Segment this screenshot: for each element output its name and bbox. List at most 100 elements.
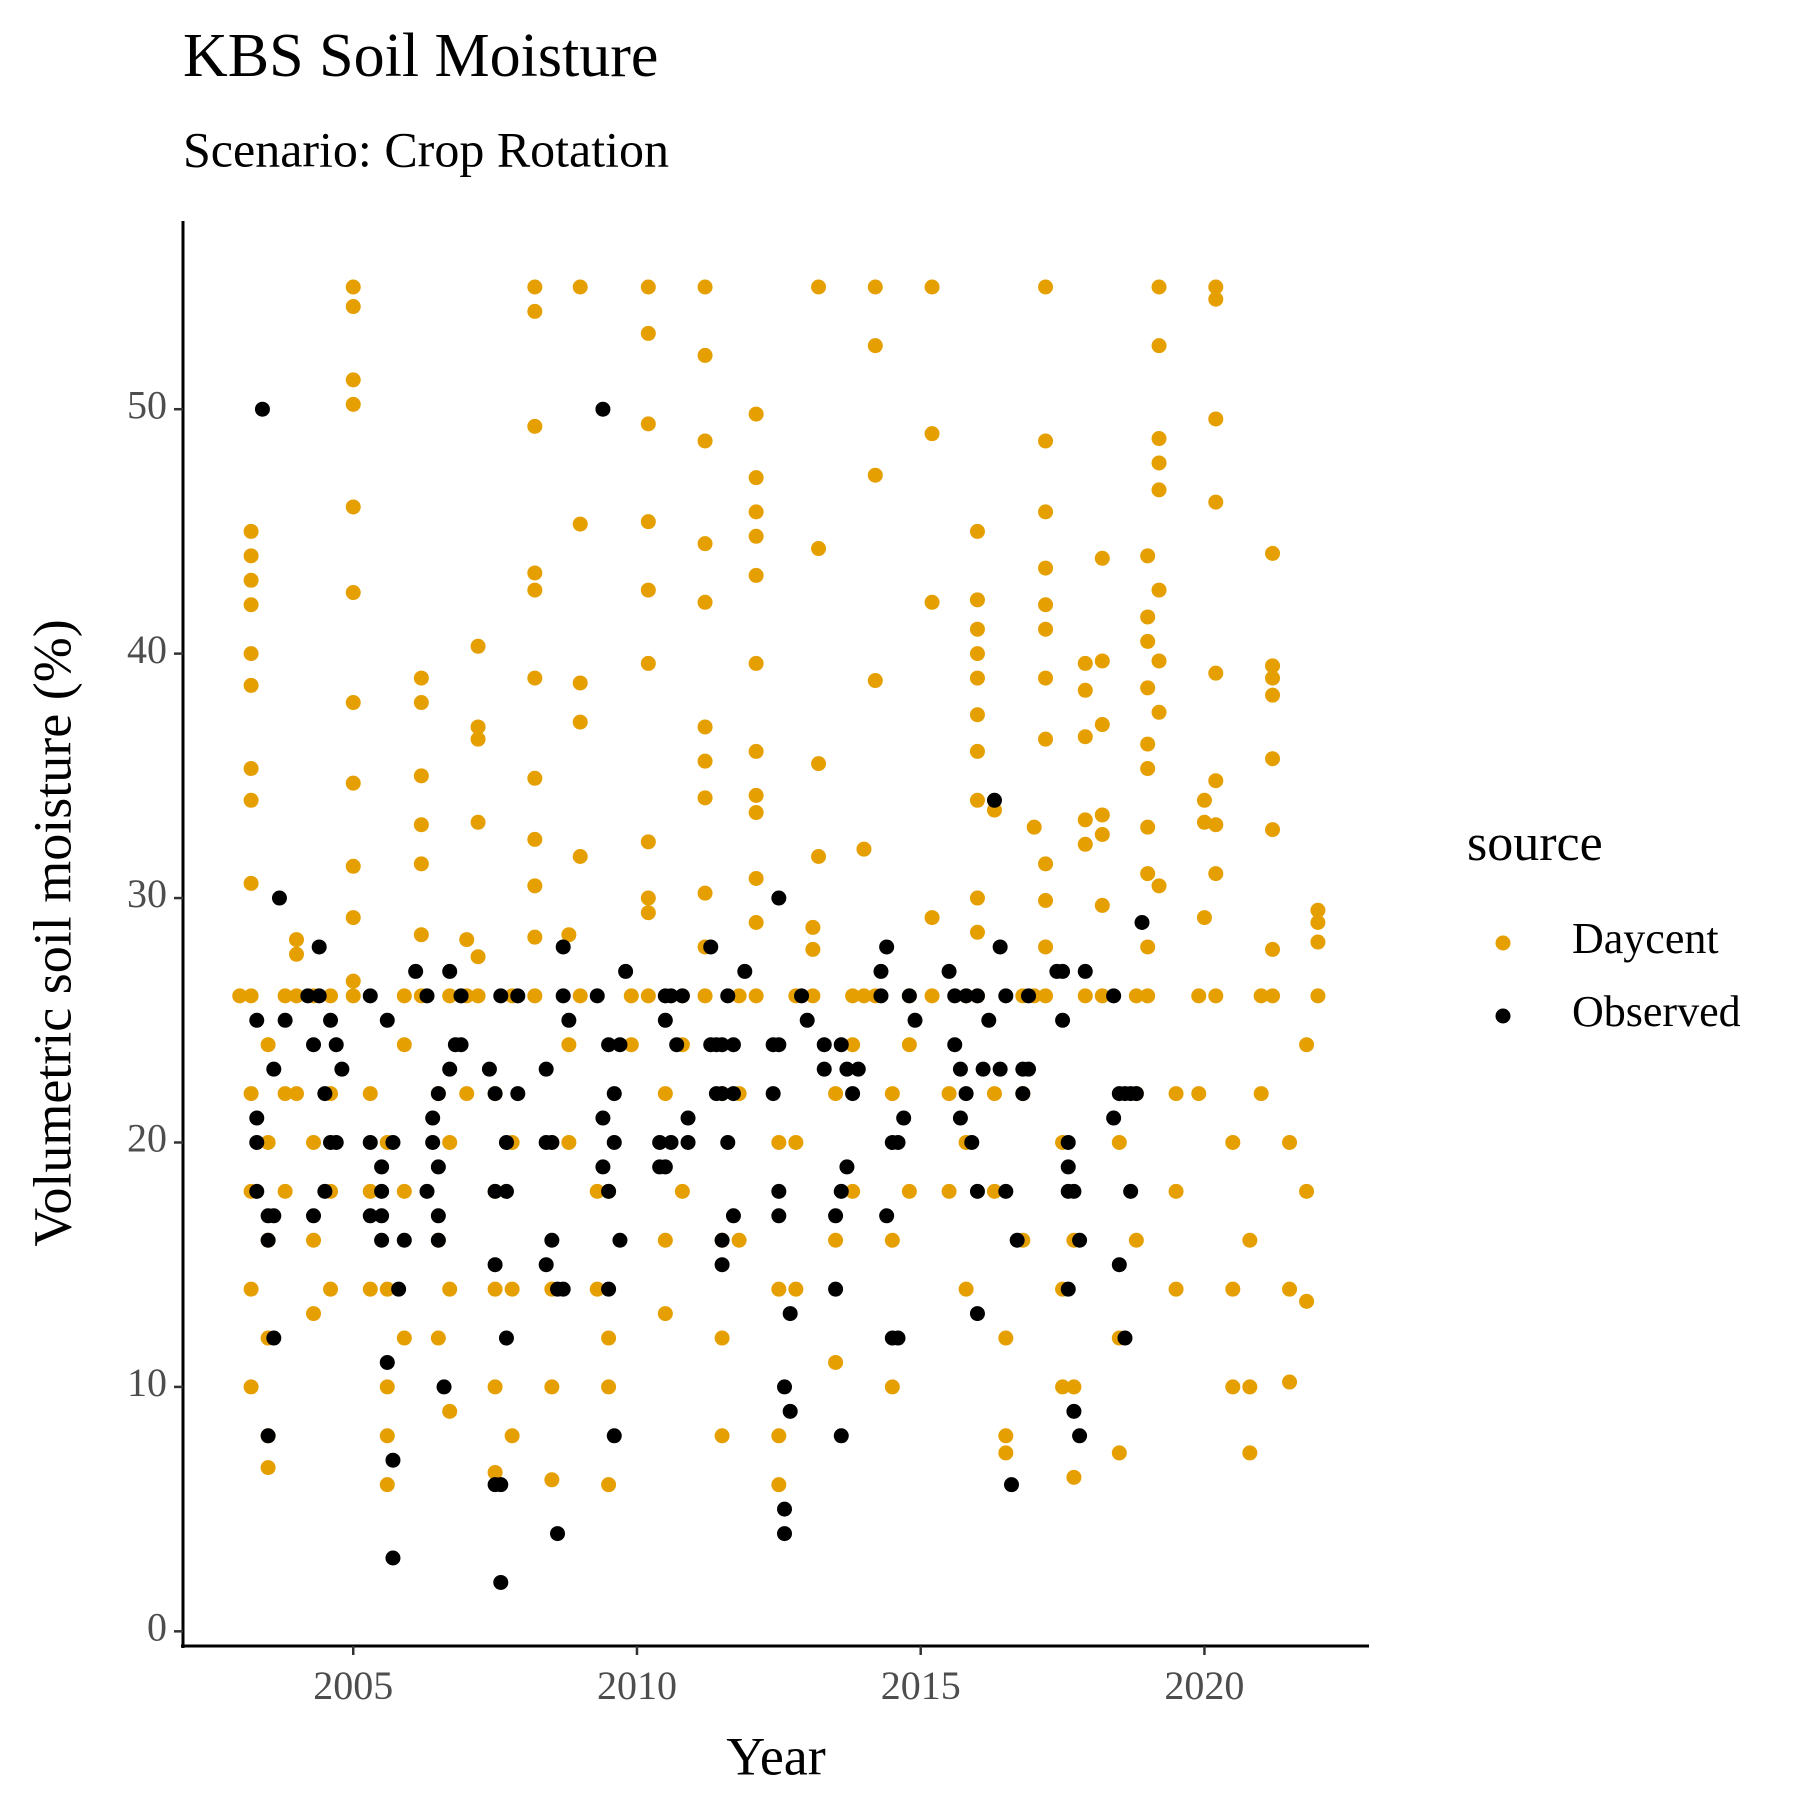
data-point xyxy=(442,1134,458,1150)
data-point xyxy=(413,856,429,872)
data-point xyxy=(924,279,940,295)
data-point xyxy=(243,988,259,1004)
data-point xyxy=(334,1061,350,1077)
data-point xyxy=(396,1330,412,1346)
data-point xyxy=(1151,455,1167,471)
data-point xyxy=(572,714,588,730)
data-point xyxy=(1038,731,1054,747)
data-point xyxy=(856,841,872,857)
y-tick-label: 50 xyxy=(127,382,167,427)
data-point xyxy=(1077,963,1093,979)
data-point xyxy=(737,963,753,979)
data-point xyxy=(561,927,577,943)
data-point xyxy=(697,347,713,363)
data-point xyxy=(1021,1061,1037,1077)
data-point xyxy=(425,1134,441,1150)
data-point xyxy=(969,707,985,723)
data-point xyxy=(1038,433,1054,449)
data-point xyxy=(969,988,985,1004)
data-point xyxy=(243,761,259,777)
data-point xyxy=(1106,1110,1122,1126)
data-point xyxy=(697,594,713,610)
data-point xyxy=(413,768,429,784)
data-point xyxy=(442,963,458,979)
data-point xyxy=(385,1550,401,1566)
data-point xyxy=(1140,761,1156,777)
data-point xyxy=(1191,1086,1207,1102)
data-point xyxy=(606,1428,622,1444)
data-point xyxy=(816,1037,832,1053)
data-point xyxy=(811,756,827,772)
data-point xyxy=(1066,1379,1082,1395)
data-point xyxy=(391,1281,407,1297)
y-tick-label: 40 xyxy=(127,627,167,672)
data-point xyxy=(1310,934,1326,950)
data-point xyxy=(924,426,940,442)
y-axis-title: Volumetric soil moisture (%) xyxy=(22,619,82,1246)
data-point xyxy=(697,885,713,901)
data-point xyxy=(1021,988,1037,1004)
data-point xyxy=(306,1134,322,1150)
data-point xyxy=(504,1428,520,1444)
data-point xyxy=(1310,915,1326,931)
data-point xyxy=(498,1330,514,1346)
data-point xyxy=(969,592,985,608)
data-point xyxy=(969,1183,985,1199)
data-point xyxy=(998,988,1014,1004)
data-point xyxy=(845,1183,861,1199)
data-point xyxy=(572,279,588,295)
data-point xyxy=(969,792,985,808)
data-point xyxy=(396,988,412,1004)
y-tick-label: 30 xyxy=(127,871,167,916)
data-point xyxy=(697,536,713,552)
data-point xyxy=(459,1086,475,1102)
data-point xyxy=(884,1379,900,1395)
data-point xyxy=(1208,866,1224,882)
data-point xyxy=(1077,682,1093,698)
data-point xyxy=(1111,1257,1127,1273)
data-point xyxy=(640,834,656,850)
data-point xyxy=(657,1159,673,1175)
legend: source Daycent Observed xyxy=(1467,815,1741,1036)
data-point xyxy=(884,1086,900,1102)
legend-title: source xyxy=(1467,815,1603,872)
data-point xyxy=(504,1281,520,1297)
data-point xyxy=(527,303,543,319)
data-point xyxy=(379,1012,395,1028)
data-point xyxy=(555,939,571,955)
data-point xyxy=(413,670,429,686)
data-point xyxy=(657,1012,673,1028)
data-point xyxy=(1066,1469,1082,1485)
data-point xyxy=(1077,836,1093,852)
data-point xyxy=(572,516,588,532)
data-point xyxy=(674,988,690,1004)
data-point xyxy=(811,541,827,557)
data-point xyxy=(379,1477,395,1493)
data-point xyxy=(720,1134,736,1150)
data-point xyxy=(674,1183,690,1199)
data-point xyxy=(1060,1281,1076,1297)
data-point xyxy=(1168,1086,1184,1102)
data-point xyxy=(1094,988,1110,1004)
data-point xyxy=(1106,988,1122,1004)
data-point xyxy=(986,792,1002,808)
data-point xyxy=(657,1306,673,1322)
data-point xyxy=(1094,827,1110,843)
data-point xyxy=(527,831,543,847)
data-point xyxy=(1055,1012,1071,1028)
data-point xyxy=(550,1526,566,1542)
data-point xyxy=(794,988,810,1004)
data-point xyxy=(1208,665,1224,681)
data-point xyxy=(714,1232,730,1248)
legend-marker xyxy=(1495,1008,1511,1024)
data-point xyxy=(680,1134,696,1150)
data-point xyxy=(544,1379,560,1395)
data-point xyxy=(856,988,872,1004)
data-point xyxy=(249,1183,265,1199)
data-point xyxy=(867,279,883,295)
data-point xyxy=(1299,1037,1315,1053)
data-point xyxy=(1038,988,1054,1004)
data-point xyxy=(323,1281,339,1297)
data-point xyxy=(1111,1445,1127,1461)
